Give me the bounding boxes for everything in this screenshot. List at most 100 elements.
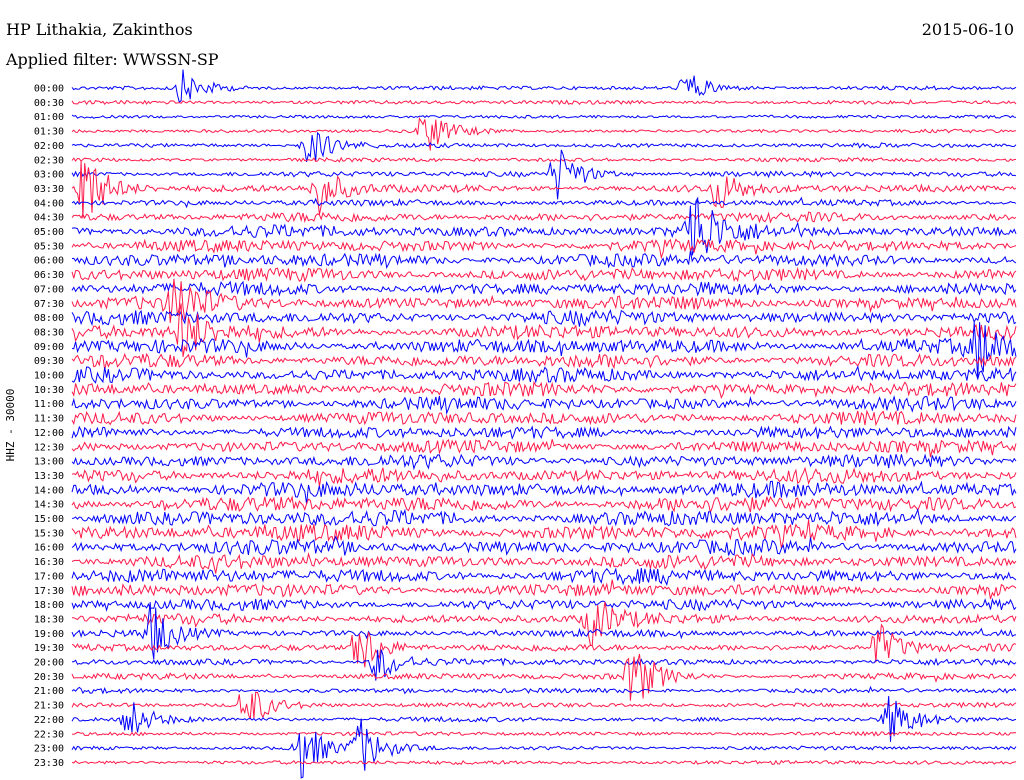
trace-row (71, 495, 1017, 515)
trace-row (71, 114, 1017, 120)
row-label: 15:30 (34, 528, 64, 539)
trace-row (71, 759, 1017, 766)
row-label: 16:00 (34, 543, 64, 554)
filter-label: Applied filter: WWSSN-SP (6, 50, 219, 69)
trace-row (71, 601, 1017, 647)
row-label: 14:30 (34, 500, 64, 511)
trace-row (71, 303, 1017, 357)
trace-row (71, 322, 1017, 379)
row-label: 23:00 (34, 744, 64, 755)
row-label: 00:00 (34, 84, 64, 95)
trace-row (71, 365, 1017, 384)
row-label: 13:30 (34, 471, 64, 482)
trace-row (72, 649, 1017, 681)
trace-row (71, 69, 1017, 103)
trace-row (71, 98, 1017, 106)
row-label: 03:00 (34, 170, 64, 181)
row-label: 05:00 (34, 227, 64, 238)
row-label: 01:00 (34, 112, 64, 123)
trace-row (71, 653, 1017, 701)
trace-row (71, 623, 1017, 668)
row-label: 11:00 (34, 399, 64, 410)
row-label: 09:00 (34, 342, 64, 353)
trace-row (71, 507, 1017, 527)
row-label: 17:00 (34, 571, 64, 582)
trace-row (71, 309, 1017, 327)
date-label: 2015-06-10 (921, 20, 1014, 39)
row-label: 03:30 (34, 184, 64, 195)
trace-row (71, 691, 1017, 720)
row-label: 05:30 (34, 241, 64, 252)
row-label: 21:00 (34, 686, 64, 697)
trace-row (71, 579, 1017, 600)
trace-row (71, 438, 1017, 458)
row-label: 01:30 (34, 127, 64, 138)
trace-group (71, 69, 1017, 779)
filter-value: WWSSN-SP (122, 50, 219, 69)
trace-row (71, 535, 1017, 556)
trace-row (71, 552, 1017, 574)
row-label: 04:00 (34, 198, 64, 209)
row-label: 13:00 (34, 457, 64, 468)
y-axis-label: HHZ - 30000 (4, 389, 17, 462)
trace-row (71, 567, 1017, 586)
row-label: 22:30 (34, 729, 64, 740)
row-label: 20:30 (34, 672, 64, 683)
trace-row (71, 250, 1017, 270)
trace-row (71, 695, 1017, 742)
trace-row (71, 352, 1017, 371)
trace-row (71, 480, 1017, 504)
trace-row (71, 718, 1017, 779)
row-label: 06:30 (34, 270, 64, 281)
row-label: 18:00 (34, 600, 64, 611)
row-label: 20:00 (34, 658, 64, 669)
row-label: 02:30 (34, 155, 64, 166)
row-label: 15:00 (34, 514, 64, 525)
row-label: 02:00 (34, 141, 64, 152)
trace-row (71, 602, 1017, 660)
trace-row (71, 156, 1017, 163)
row-label: 12:30 (34, 442, 64, 453)
row-label-group: 00:00 00:30 01:00 01:30 02:00 02:30 03:00 03:30… (34, 84, 64, 769)
trace-row (71, 685, 1017, 695)
row-label: 09:30 (34, 356, 64, 367)
trace-row (71, 131, 1017, 163)
filter-prefix: Applied filter: (6, 50, 118, 69)
row-label: 10:30 (34, 385, 64, 396)
trace-row (71, 395, 1017, 416)
row-label: 18:30 (34, 614, 64, 625)
row-label: 06:00 (34, 256, 64, 267)
trace-row (71, 196, 1017, 209)
trace-row (71, 149, 1017, 200)
row-label: 21:30 (34, 701, 64, 712)
row-label: 08:00 (34, 313, 64, 324)
row-label: 19:30 (34, 643, 64, 654)
row-label: 07:30 (34, 299, 64, 310)
row-label: 08:30 (34, 327, 64, 338)
row-label: 07:00 (34, 284, 64, 295)
row-label: 11:30 (34, 414, 64, 425)
trace-row (71, 425, 1017, 440)
row-label: 12:00 (34, 428, 64, 439)
trace-row (71, 116, 1017, 151)
row-label: 10:00 (34, 371, 64, 382)
row-label: 23:30 (34, 758, 64, 769)
trace-row (71, 409, 1017, 427)
trace-row (71, 211, 1017, 224)
trace-row (71, 280, 1017, 297)
trace-row (71, 519, 1017, 549)
trace-row (71, 161, 1017, 219)
row-label: 19:00 (34, 629, 64, 640)
station-title: HP Lithakia, Zakinthos (6, 20, 193, 39)
row-label: 04:30 (34, 213, 64, 224)
row-label: 17:30 (34, 586, 64, 597)
row-label: 16:30 (34, 557, 64, 568)
trace-row (71, 453, 1017, 471)
trace-row (71, 380, 1017, 399)
row-label: 22:00 (34, 715, 64, 726)
row-label: 14:00 (34, 485, 64, 496)
trace-row (71, 466, 1017, 487)
trace-row (71, 266, 1017, 283)
trace-row (71, 597, 1017, 612)
